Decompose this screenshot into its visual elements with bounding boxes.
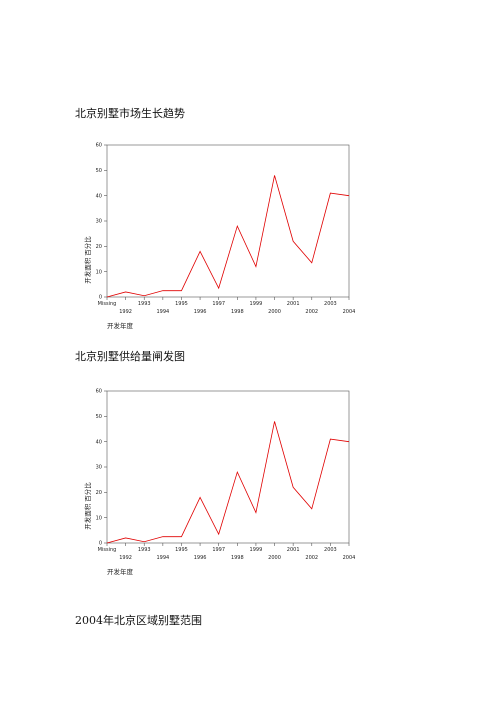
x-tick-label: 1995 (175, 301, 188, 307)
x-tick-label: 1994 (156, 309, 169, 315)
x-tick-label: 2001 (287, 547, 300, 553)
x-tick-label: 1998 (231, 555, 244, 561)
y-axis-label: 开发面积 百分比 (83, 482, 92, 530)
x-tick-label: 1993 (138, 547, 151, 553)
x-axis-label: 开发年度 (107, 321, 134, 330)
x-tick-label: 1996 (194, 309, 207, 315)
x-tick-label: 1999 (250, 547, 263, 553)
y-tick-label: 0 (99, 295, 102, 301)
x-tick-label: 1997 (212, 301, 225, 307)
y-tick-label: 50 (96, 414, 102, 420)
y-tick-label: 10 (96, 515, 102, 521)
data-line (106, 175, 350, 298)
x-tick-label: 2002 (305, 309, 318, 315)
x-tick-label: 1995 (175, 547, 188, 553)
y-tick-label: 60 (96, 389, 102, 395)
y-tick-label: 10 (96, 269, 102, 275)
x-tick-label: 1997 (212, 547, 225, 553)
data-line (106, 421, 350, 544)
x-tick-label: Missing (98, 547, 117, 553)
y-tick-label: 20 (96, 490, 102, 496)
x-tick-label: 1993 (138, 301, 151, 307)
heading: 北京别墅市场生长趋势 (75, 106, 185, 120)
x-tick-label: 1996 (194, 555, 207, 561)
x-tick-label: 1992 (119, 309, 132, 315)
heading: 北京别墅供给量闸发图 (75, 349, 185, 363)
x-tick-label: 2002 (305, 555, 318, 561)
y-tick-label: 60 (96, 143, 102, 149)
x-tick-label: 2003 (324, 547, 337, 553)
x-tick-label: 1998 (231, 309, 244, 315)
y-tick-label: 0 (99, 541, 102, 547)
y-tick-label: 40 (96, 439, 102, 445)
x-tick-label: 2003 (324, 301, 337, 307)
x-tick-label: 2004 (343, 555, 356, 561)
y-tick-label: 20 (96, 244, 102, 250)
x-tick-label: 1994 (156, 555, 169, 561)
x-tick-label: 1992 (119, 555, 132, 561)
x-tick-label: 2000 (268, 555, 281, 561)
y-tick-label: 30 (96, 219, 102, 225)
x-axis-label: 开发年度 (107, 567, 134, 576)
x-tick-label: 2004 (343, 309, 356, 315)
heading: 2004年北京区域别墅范围 (75, 613, 202, 627)
x-tick-label: Missing (98, 301, 117, 307)
x-tick-label: 2000 (268, 309, 281, 315)
x-tick-label: 2001 (287, 301, 300, 307)
y-tick-label: 30 (96, 465, 102, 471)
x-tick-label: 1999 (250, 301, 263, 307)
y-axis-label: 开发面积 百分比 (83, 236, 92, 284)
y-tick-label: 40 (96, 193, 102, 199)
y-tick-label: 50 (96, 168, 102, 174)
